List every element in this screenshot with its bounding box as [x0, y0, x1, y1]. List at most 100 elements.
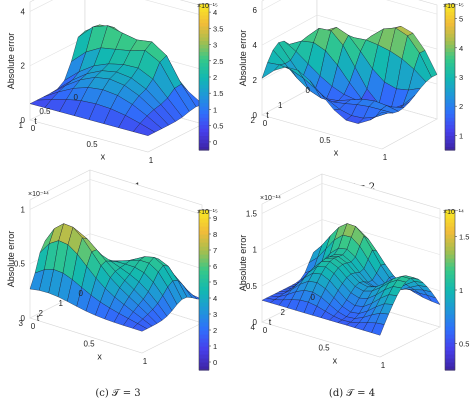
colorbar-segment [445, 274, 455, 279]
colorbar-segment [199, 106, 209, 110]
colorbar-segment [199, 135, 209, 139]
colorbar-segment [199, 290, 209, 295]
t-tick-label: 0 [74, 93, 79, 102]
colorbar-segment [445, 62, 455, 66]
colorbar-segment [199, 92, 209, 96]
colorbar-segment [199, 33, 209, 37]
colorbar-segment [199, 242, 209, 247]
colorbar-segment [445, 143, 455, 147]
colorbar-segment [199, 282, 209, 287]
z-exponent-label: ×10⁻¹⁴ [260, 195, 281, 202]
colorbar-segment [445, 81, 455, 85]
colorbar-segment [199, 358, 209, 363]
colorbar-segment [445, 290, 455, 295]
colorbar-segment [199, 41, 209, 45]
colorbar-segment [445, 250, 455, 255]
colorbar-segment [445, 306, 455, 311]
colorbar-exponent-label: ×10⁻¹⁵ [443, 3, 464, 10]
colorbar-segment [199, 110, 209, 114]
colorbar-segment [445, 135, 455, 139]
z-tick-label: 2 [253, 76, 258, 85]
colorbar-segment [445, 298, 455, 303]
colorbar-tick-label: 4 [213, 294, 217, 303]
t-tick-label: 3 [19, 319, 24, 328]
colorbar-segment [199, 143, 209, 147]
colorbar-segment [445, 242, 455, 247]
colorbar-tick-label: 5 [459, 15, 463, 24]
colorbar-segment [199, 302, 209, 307]
colorbar-tick-label: 3 [213, 310, 217, 319]
colorbar-segment [445, 222, 455, 227]
panel-caption-group: (d) 𝒯 = 4 [329, 388, 375, 399]
colorbar-segment [445, 322, 455, 327]
colorbar-segment [445, 77, 455, 81]
colorbar-segment [199, 338, 209, 343]
colorbar-tick-label: 3 [459, 73, 463, 82]
z-exponent-label: ×10⁻¹⁴ [28, 191, 49, 198]
colorbar-segment [199, 19, 209, 23]
colorbar-segment [445, 310, 455, 315]
colorbar-tick-label: 7 [213, 246, 217, 255]
colorbar-segment [445, 92, 455, 96]
colorbar-segment [445, 84, 455, 88]
panel-caption: (c) 𝒯 = 3 [95, 388, 140, 399]
colorbar-segment [199, 254, 209, 259]
t-tick-label: 1 [59, 299, 64, 308]
colorbar-segment [445, 110, 455, 114]
colorbar-segment [199, 278, 209, 283]
colorbar-segment [445, 302, 455, 307]
colorbar-segment [445, 55, 455, 59]
colorbar-segment [199, 286, 209, 291]
colorbar-segment [445, 338, 455, 343]
colorbar-segment [445, 218, 455, 223]
colorbar-segment [199, 270, 209, 275]
z-axis-title: Absolute error [238, 235, 248, 292]
colorbar-tick-label: 3.5 [213, 24, 223, 33]
colorbar-segment [445, 51, 455, 55]
colorbar-segment [445, 358, 455, 363]
colorbar-segment [445, 33, 455, 37]
t-tick-label: 0.5 [39, 107, 51, 116]
colorbar-segment [199, 62, 209, 66]
colorbar-segment [199, 258, 209, 263]
colorbar-segment [199, 342, 209, 347]
colorbar-tick-label: 5 [213, 278, 217, 287]
colorbar-segment [199, 334, 209, 339]
colorbar-segment [445, 22, 455, 26]
colorbar-segment [199, 81, 209, 85]
colorbar-segment [445, 117, 455, 121]
colorbar-segment [445, 282, 455, 287]
t-tick-label: 0 [311, 293, 316, 302]
colorbar-segment [445, 114, 455, 118]
colorbar-segment [199, 354, 209, 359]
panel-caption: (d) 𝒯 = 4 [329, 388, 375, 399]
colorbar-segment [199, 22, 209, 26]
colorbar-segment [199, 59, 209, 63]
colorbar-tick-label: 2 [459, 102, 463, 111]
colorbar-segment [445, 234, 455, 239]
colorbar-segment [199, 330, 209, 335]
colorbar-segment [199, 246, 209, 251]
colorbar-segment [199, 362, 209, 367]
t-tick-label: 4 [251, 323, 256, 332]
x-tick-label: 1 [149, 156, 154, 165]
colorbar-tick-label: 1 [213, 342, 217, 351]
colorbar-segment [445, 48, 455, 52]
t-tick-label: 2 [251, 116, 256, 125]
z-axis-title: Absolute error [6, 231, 16, 288]
x-tick-label: 0.5 [319, 136, 331, 145]
colorbar-segment [445, 226, 455, 231]
colorbar-tick-label: 1 [213, 105, 217, 114]
colorbar-segment [199, 230, 209, 235]
x-tick-label: 0 [31, 322, 36, 331]
t-tick-label: 1 [278, 101, 283, 110]
colorbar-segment [199, 298, 209, 303]
colorbar-segment [199, 314, 209, 319]
colorbar-exponent-label: ×10⁻¹⁴ [443, 209, 464, 216]
colorbar-segment [199, 346, 209, 351]
colorbar-segment [445, 354, 455, 359]
colorbar-segment [445, 262, 455, 267]
colorbar-segment [199, 37, 209, 41]
colorbar-segment [199, 30, 209, 34]
t-tick-label: 1 [19, 121, 24, 130]
